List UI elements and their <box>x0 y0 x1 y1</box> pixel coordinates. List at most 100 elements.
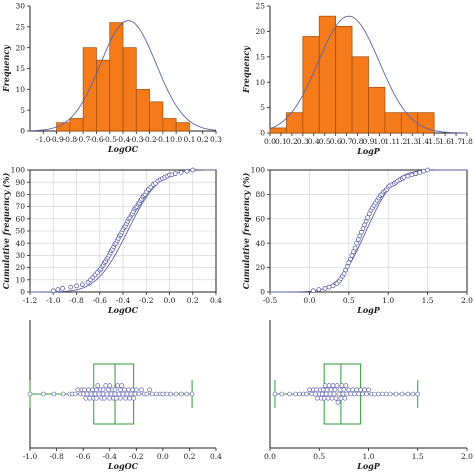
y-tick-label: 90 <box>15 178 25 187</box>
x-tick-label: -0.7 <box>76 135 91 144</box>
data-point <box>323 391 329 397</box>
data-point <box>115 383 120 388</box>
data-point <box>118 387 123 393</box>
x-tick-label: -0.9 <box>49 135 64 144</box>
axis-frame <box>269 169 468 293</box>
data-point <box>304 391 309 397</box>
cumulative-fit-curve <box>270 169 467 293</box>
data-point <box>102 395 107 401</box>
data-point <box>153 391 159 397</box>
x-tick-label: -0.8 <box>49 452 64 461</box>
data-point <box>108 391 114 397</box>
data-point <box>132 391 138 397</box>
x-tick-label: 0.5 <box>343 296 355 305</box>
x-tick-label: 1.8 <box>461 137 473 146</box>
data-point <box>118 395 123 401</box>
data-point <box>96 391 102 397</box>
y-tick-label: 20 <box>15 43 25 52</box>
data-point <box>410 391 416 397</box>
data-point <box>27 391 33 397</box>
data-point <box>293 391 298 397</box>
x-tick-label: -0.3 <box>129 135 144 144</box>
x-tick-label: 0.2 <box>197 135 209 144</box>
data-point <box>383 391 389 397</box>
data-point <box>376 391 381 397</box>
data-point <box>324 387 330 393</box>
y-tick-label: 20 <box>15 263 25 272</box>
data-point <box>40 391 46 397</box>
x-tick-label: 0.4 <box>210 452 222 461</box>
panel-bottom-left: -1.0 -0.8 -0.6 -0.4 -0.2 0.0 0.2 0.4 LogOC <box>23 320 222 471</box>
histogram-bar <box>149 101 164 132</box>
data-point <box>379 391 385 397</box>
data-point <box>122 387 127 393</box>
y-tick-label: 0 <box>20 127 25 136</box>
x-tick-label: -0.1 <box>156 135 170 144</box>
histogram-bar <box>302 36 320 134</box>
x-tick-label: 0.6 <box>330 137 342 146</box>
data-point <box>399 391 405 397</box>
data-point <box>114 395 119 401</box>
data-point <box>341 387 347 393</box>
data-point <box>179 391 184 397</box>
cumulative-point <box>79 282 85 288</box>
data-point <box>160 391 166 397</box>
x-tick-label: -0.6 <box>93 296 108 305</box>
x-tick-label: 0.0 <box>264 452 276 461</box>
histogram-bar <box>122 47 137 132</box>
cumulative-point <box>409 172 415 178</box>
x-axis-title: LogP <box>356 305 381 315</box>
data-point <box>336 391 342 397</box>
data-point <box>320 387 326 393</box>
x-tick-label: -0.8 <box>63 135 78 144</box>
data-point <box>313 387 319 393</box>
cumulative-point <box>421 168 427 174</box>
data-point <box>337 387 343 393</box>
histogram-bar <box>335 25 353 134</box>
x-tick-label: -0.4 <box>116 296 131 305</box>
data-point <box>80 391 86 397</box>
data-point <box>128 391 134 397</box>
data-point <box>319 391 325 397</box>
data-point <box>107 395 113 401</box>
x-tick-label: 1.1 <box>384 137 396 146</box>
y-tick-label: 5 <box>20 106 25 115</box>
y-tick-label: 25 <box>15 22 25 31</box>
x-tick-label: 0.3 <box>210 135 222 144</box>
data-point <box>393 391 399 397</box>
data-point <box>314 395 320 401</box>
x-tick-label: -1.0 <box>46 296 61 305</box>
x-tick-label: 0.1 <box>183 135 195 144</box>
data-point <box>100 391 106 397</box>
y-tick-label: 40 <box>255 239 265 248</box>
data-point <box>119 383 124 388</box>
cumulative-point <box>190 167 196 173</box>
data-point <box>106 387 111 393</box>
y-axis-title: Frequency <box>241 45 251 94</box>
y-tick-label: 70 <box>15 202 25 211</box>
data-point <box>340 391 346 397</box>
x-tick-label: 0.8 <box>352 137 364 146</box>
data-point <box>104 391 110 397</box>
data-point <box>346 387 352 393</box>
data-point <box>331 391 337 397</box>
data-point <box>387 391 393 397</box>
x-tick-label: 0.7 <box>341 137 353 146</box>
x-tick-label: 0.3 <box>297 137 309 146</box>
cumulative-point <box>74 283 79 289</box>
x-tick-label: -1.0 <box>23 452 38 461</box>
cumulative-point <box>184 168 190 174</box>
x-tick-label: -0.2 <box>129 452 144 461</box>
data-point <box>356 391 361 397</box>
x-tick-label: 0.2 <box>183 452 195 461</box>
cumulative-point <box>55 287 61 292</box>
y-tick-label: 80 <box>255 190 265 199</box>
y-tick-label: 30 <box>15 251 25 260</box>
data-point <box>327 391 333 397</box>
data-point <box>136 391 142 397</box>
data-point <box>333 395 339 401</box>
data-point <box>116 391 122 397</box>
y-tick-label: 100 <box>11 166 26 175</box>
cumulative-point <box>60 285 65 291</box>
cumulative-point <box>172 171 178 177</box>
